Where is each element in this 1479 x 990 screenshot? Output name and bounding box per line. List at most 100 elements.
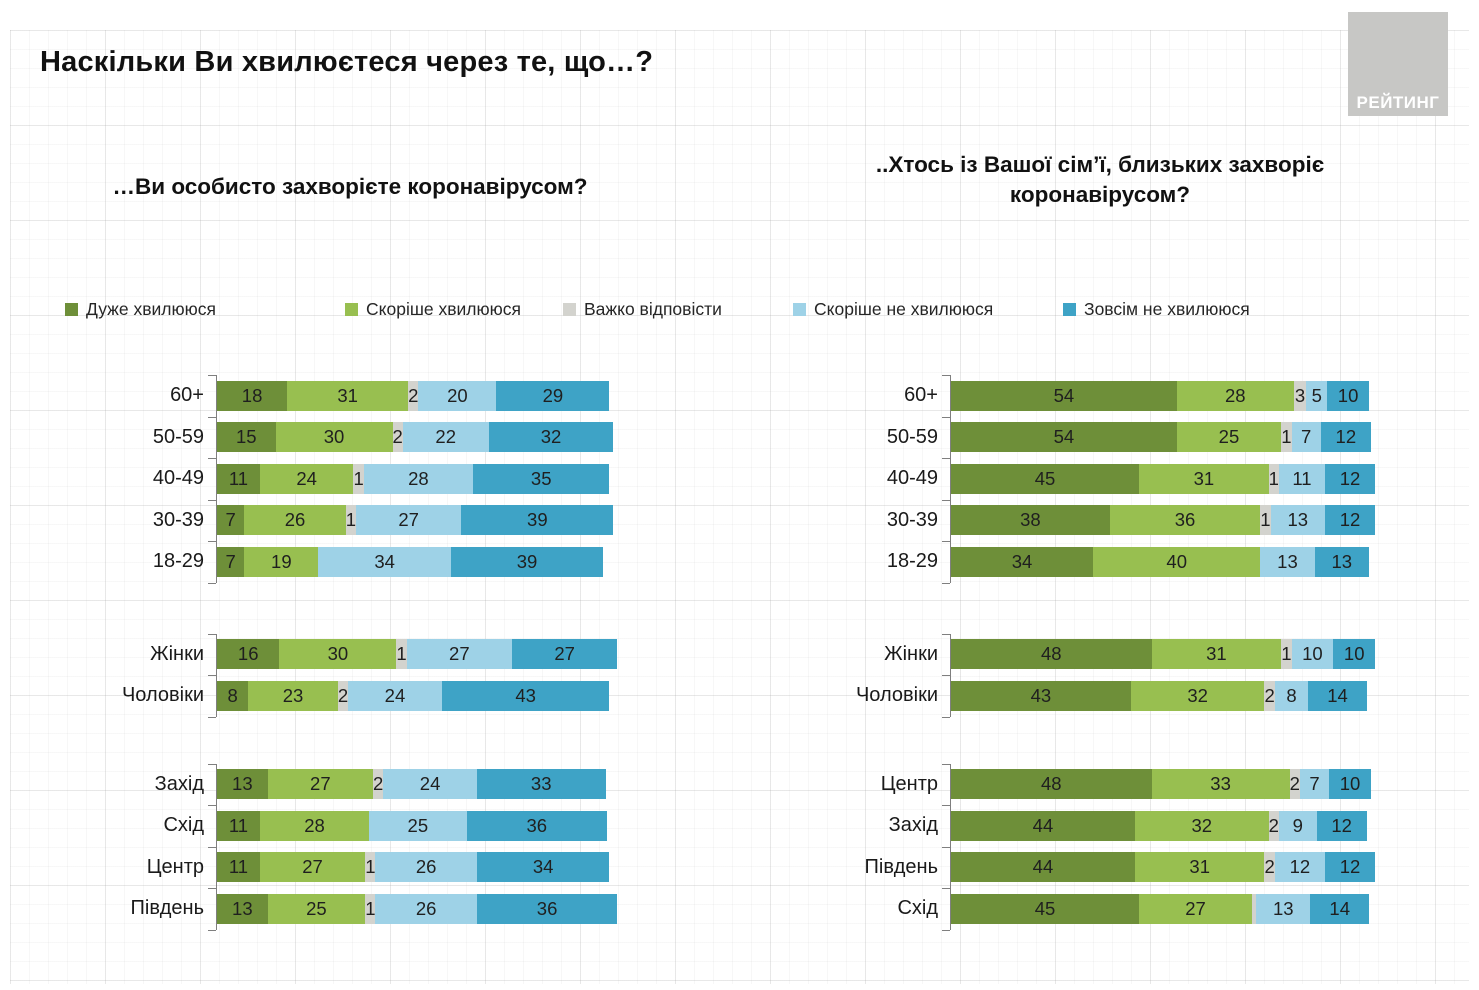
category-label: 30-39 (886, 508, 938, 531)
bar-value-label: 39 (516, 550, 538, 572)
bars-column: 43 32 2 8 14 (950, 675, 1369, 717)
bar-segment: 44 (951, 852, 1135, 883)
bar-value-label: 8 (227, 684, 238, 706)
bar-value-label: 11 (228, 814, 249, 836)
bar-segment: 36 (1109, 505, 1261, 536)
axis-tick (208, 375, 216, 376)
bar-value-label: 34 (374, 550, 395, 572)
bars-column: 7 19 34 39 (216, 541, 607, 583)
bar-segment: 1 (345, 505, 356, 536)
category-label: Центр (880, 772, 938, 795)
axis-tick (208, 763, 216, 765)
bar-row: Південь 13 25 1 26 36 (40, 888, 618, 930)
bar-value-label: 12 (1339, 509, 1361, 531)
bar-value-label: 8 (1286, 684, 1297, 706)
category-label: Південь (130, 897, 204, 920)
legend-label: Зовсім не хвилююся (1084, 299, 1250, 319)
stacked-bar: 13 27 2 24 33 (217, 769, 607, 800)
bar-value-label: 7 (225, 550, 236, 572)
bar-value-label: 22 (435, 426, 456, 448)
bar-segment: 14 (1310, 893, 1369, 924)
bar-segment: 1 (353, 463, 364, 494)
chart-group: Жінки 16 30 1 27 27 Чоловіки 8 23 2 24 43 (40, 633, 618, 718)
axis-tick (208, 716, 216, 718)
stacked-bar: 11 28 25 36 (217, 810, 607, 841)
bar-value-label: 24 (296, 467, 317, 489)
bar-value-label: 27 (554, 643, 575, 665)
bar-value-label: 27 (1185, 897, 1206, 919)
bar-value-label: 1 (1268, 467, 1279, 489)
bar-value-label: 43 (1030, 684, 1052, 706)
category-label: Жінки (150, 642, 204, 665)
bar-segment: 24 (259, 463, 354, 494)
bar-value-label: 1 (1281, 426, 1292, 448)
bar-value-label: 45 (1034, 897, 1056, 919)
bar-segment: 34 (951, 546, 1094, 577)
bar-segment: 25 (267, 893, 366, 924)
stacked-bar: 44 32 2 9 12 (951, 810, 1369, 841)
category-label: Захід (888, 814, 938, 837)
bar-value-label: 1 (353, 467, 364, 489)
bar-value-label: 10 (1302, 643, 1323, 665)
bar-segment: 27 (355, 505, 462, 536)
axis-tick (942, 375, 950, 376)
category-label: Центр (146, 855, 204, 878)
chart-title-personal: …Ви особисто захворієте коронавірусом? (112, 174, 588, 199)
stacked-bar: 7 19 34 39 (217, 546, 607, 577)
bars-column: 48 31 1 10 10 (950, 633, 1376, 675)
bar-row: Жінки 16 30 1 27 27 (40, 633, 618, 675)
bar-value-label: 13 (1273, 897, 1294, 919)
bar-segment: 11 (217, 852, 260, 883)
bars-column: 34 40 13 13 (950, 541, 1369, 583)
stacked-bar: 48 31 1 10 10 (951, 639, 1376, 670)
bar-value-label: 31 (337, 384, 358, 406)
bar-value-label: 30 (323, 426, 345, 448)
category-label: Чоловіки (855, 684, 938, 707)
bar-segment: 39 (461, 505, 614, 536)
category-label: 18-29 (886, 550, 938, 573)
bar-segment: 2 (1289, 769, 1300, 800)
bar-row: Захід 13 27 2 24 33 (40, 763, 607, 805)
bar-segment: 30 (279, 639, 397, 670)
bar-segment: 24 (348, 680, 442, 711)
axis-tick (942, 716, 950, 718)
bar-segment: 1 (1260, 505, 1271, 536)
bar-segment: 2 (1264, 680, 1275, 711)
bar-row: Схід 11 28 25 36 (40, 805, 607, 847)
bar-segment: 45 (951, 463, 1140, 494)
bar-value-label: 12 (1331, 814, 1352, 836)
bars-column: 18 31 2 20 29 (216, 375, 610, 417)
bar-segment: 31 (1139, 463, 1269, 494)
bar-value-label: 33 (1210, 773, 1231, 795)
rating-logo-label: РЕЙТИНГ (1356, 93, 1440, 112)
bar-value-label: 11 (1292, 467, 1312, 489)
stacked-bar: 15 30 2 22 32 (217, 422, 614, 453)
axis-tick (942, 805, 950, 806)
stacked-bar: 18 31 2 20 29 (217, 380, 610, 411)
bar-segment: 22 (402, 422, 489, 453)
rating-logo: РЕЙТИНГ (1348, 12, 1448, 116)
bar-row: Центр 11 27 1 26 34 (40, 846, 610, 888)
bar-segment: 32 (488, 422, 614, 453)
bar-value-label: 31 (1206, 643, 1227, 665)
category-label: Схід (163, 814, 204, 837)
bar-value-label: 32 (1191, 814, 1213, 836)
bar-segment: 1 (1268, 463, 1279, 494)
legend-swatch-icon (793, 303, 806, 316)
bar-value-label: 40 (1166, 550, 1187, 572)
bars-column: 38 36 1 13 12 (950, 499, 1376, 541)
axis-tick (942, 633, 950, 635)
bar-value-label: 2 (337, 684, 349, 706)
bars-column: 54 25 1 7 12 (950, 416, 1371, 458)
bar-segment: 27 (406, 639, 512, 670)
bar-segment: 35 (472, 463, 610, 494)
bar-segment: 13 (217, 769, 268, 800)
bar-segment: 15 (217, 422, 276, 453)
stacked-bar: 13 25 1 26 36 (217, 893, 618, 924)
bars-column: 48 33 2 7 10 (950, 763, 1371, 805)
bar-value-label: 34 (532, 856, 554, 878)
bar-value-label: 31 (1193, 467, 1215, 489)
bar-row: Центр 48 33 2 7 10 (770, 763, 1371, 805)
bar-value-label: 33 (530, 773, 552, 795)
bar-segment: 39 (450, 546, 604, 577)
